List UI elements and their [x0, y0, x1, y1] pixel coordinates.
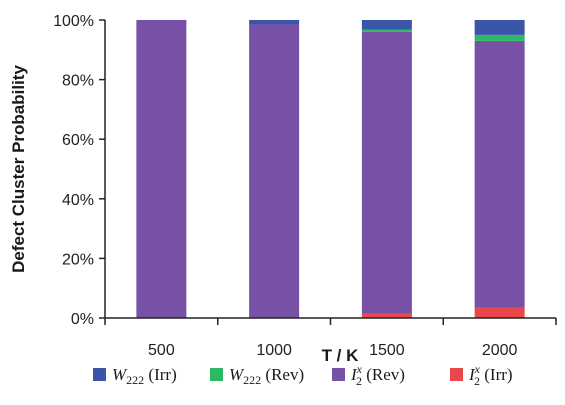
legend-item-w222_irr: W222 (Irr) — [93, 365, 177, 387]
y-tick-label: 100% — [53, 13, 94, 30]
bar-segment-w222_irr-1000 — [249, 20, 300, 25]
bar-segment-w222_irr-1500 — [361, 20, 412, 30]
bar-segment-i2_rev-2000 — [474, 40, 525, 308]
y-tick-label: 0% — [71, 311, 94, 328]
legend-swatch — [332, 368, 345, 381]
y-tick-label: 40% — [62, 192, 94, 209]
x-axis-title: T / K — [322, 346, 360, 365]
x-tick-label: 500 — [148, 342, 175, 359]
legend-item-w222_rev: W222 (Rev) — [210, 365, 304, 387]
legend-label: W222 (Rev) — [229, 365, 304, 387]
bars-layer — [136, 20, 525, 318]
legend-label: Ix 2 (Rev) — [350, 362, 405, 388]
bar-segment-i2_rev-500 — [136, 20, 187, 318]
x-tick-label: 1000 — [256, 342, 292, 359]
y-tick-label: 60% — [62, 132, 94, 149]
y-tick-label: 80% — [62, 73, 94, 90]
bar-segment-w222_rev-1500 — [361, 29, 412, 32]
bar-segment-i2_irr-1500 — [361, 313, 412, 318]
axes-layer — [99, 19, 557, 325]
legend-swatch — [210, 368, 223, 381]
legend-label: W222 (Irr) — [112, 365, 177, 387]
tick-labels-layer: 0% 20% 40% 60% 80% 100% 500 1000 1500 2000 — [53, 13, 517, 359]
legend-swatch — [450, 368, 463, 381]
bar-segment-i2_rev-1500 — [361, 31, 412, 314]
x-tick-label: 1500 — [369, 342, 405, 359]
legend: W222 (Irr) W222 (Rev) Ix 2 (Rev) Ix 2 (Irr) — [93, 362, 513, 388]
bar-segment-w222_rev-2000 — [474, 34, 525, 41]
legend-item-i2_irr: Ix 2 (Irr) — [450, 362, 513, 388]
legend-label: Ix 2 (Irr) — [468, 362, 513, 388]
x-tick-label: 2000 — [482, 342, 518, 359]
y-axis-title: Defect Cluster Probability — [9, 65, 28, 273]
bar-segment-i2_rev-1000 — [249, 24, 300, 318]
bar-segment-w222_irr-2000 — [474, 20, 525, 35]
legend-item-i2_rev: Ix 2 (Rev) — [332, 362, 405, 388]
y-tick-label: 20% — [62, 251, 94, 268]
bar-segment-i2_irr-2000 — [474, 307, 525, 318]
legend-swatch — [93, 368, 106, 381]
